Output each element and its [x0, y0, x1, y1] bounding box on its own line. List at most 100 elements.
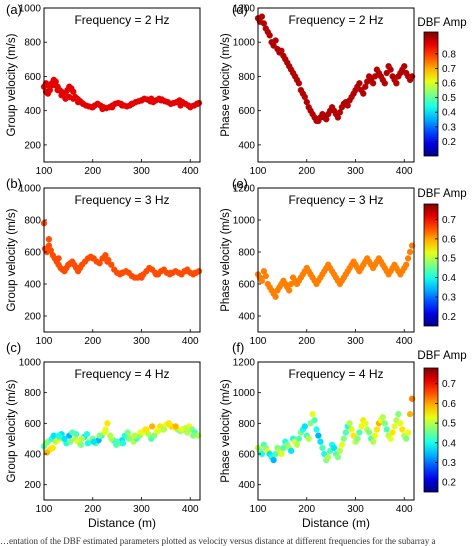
- colorbar-tick-label: 0.7: [442, 215, 456, 226]
- colorbar-tick-label: 0.5: [442, 254, 456, 265]
- data-point: [369, 80, 377, 87]
- colorbar-tick-label: 0.4: [442, 273, 456, 284]
- x-tick-label: 400: [396, 504, 413, 515]
- data-point: [287, 447, 295, 455]
- data-point: [325, 453, 332, 461]
- data-point: [119, 440, 127, 447]
- y-tick-label: 200: [24, 312, 41, 323]
- data-point: [369, 438, 377, 445]
- data-point: [74, 264, 82, 272]
- y-ticks: 200 400 600 800 1000: [19, 4, 47, 151]
- x-ticks: 100 200 300 400: [36, 329, 199, 347]
- x-tick-label: 300: [347, 166, 364, 177]
- colorbar-label: DBF Amp: [417, 188, 466, 200]
- data-point: [194, 100, 201, 107]
- y-tick-label: 600: [238, 106, 255, 117]
- data-point: [403, 435, 410, 442]
- data-point: [395, 410, 402, 418]
- data-point: [61, 435, 68, 442]
- x-tick-label: 100: [36, 166, 53, 177]
- data-point: [317, 438, 324, 445]
- y-tick-label: 600: [24, 72, 41, 83]
- chart-title: Frequency = 2 Hz: [74, 13, 169, 27]
- panel-e: (e) Frequency = 3 Hz 100 200 300 400 400 600 800…: [220, 176, 416, 347]
- x-tick-label: 300: [133, 166, 150, 177]
- panel-label: (e): [232, 176, 248, 191]
- data-point: [348, 426, 355, 433]
- data-point: [305, 435, 312, 442]
- y-tick-label: 1000: [233, 216, 256, 227]
- colorbar-label: DBF Amp: [417, 17, 466, 29]
- y-ticks: 400 600 800 1000 1200: [233, 358, 261, 491]
- data-point: [178, 426, 185, 433]
- colorbar-strip: [423, 203, 439, 327]
- x-ticks: 100 200 300 400: [36, 159, 199, 177]
- x-ticks: 100 200 300 400: [250, 497, 413, 515]
- y-axis-label: Group velocity (m/s): [6, 33, 18, 136]
- panel-b: (b) Frequency = 3 Hz 100 200 300 400 200 400 600…: [6, 176, 203, 347]
- data-point: [99, 105, 106, 113]
- axes-frame: [43, 187, 201, 333]
- data-point: [311, 417, 318, 424]
- data-point: [55, 255, 62, 262]
- colorbar-strip: [423, 31, 439, 157]
- data-point: [406, 410, 414, 418]
- data-point: [118, 269, 126, 276]
- data-point: [272, 293, 279, 300]
- y-tick-label: 1200: [233, 184, 256, 195]
- data-point: [148, 95, 155, 102]
- y-tick-label: 800: [238, 419, 255, 430]
- data-point: [338, 441, 346, 448]
- data-point: [102, 426, 109, 433]
- x-tick-label: 200: [84, 504, 101, 515]
- y-tick-label: 1000: [233, 388, 256, 399]
- panel-d: (d) Frequency = 2 Hz 100 200 300 400 400 600 800…: [220, 2, 416, 177]
- scatter-points: [254, 242, 416, 300]
- data-point: [293, 441, 301, 448]
- x-tick-label: 400: [182, 504, 199, 515]
- y-axis-label: Phase velocity (m/s): [220, 379, 232, 483]
- data-point: [83, 430, 91, 438]
- x-tick-label: 300: [347, 504, 364, 515]
- y-axis-label: Phase velocity (m/s): [220, 33, 232, 137]
- data-point: [89, 255, 96, 262]
- data-point: [365, 429, 373, 436]
- data-point: [270, 456, 277, 464]
- data-point: [403, 261, 410, 268]
- y-axis-label: Phase velocity (m/s): [220, 208, 232, 312]
- data-point: [295, 80, 303, 87]
- x-tick-label: 400: [396, 166, 413, 177]
- chart-title: Frequency = 4 Hz: [74, 367, 169, 381]
- y-tick-label: 800: [238, 72, 255, 83]
- panel-label: (f): [232, 340, 244, 355]
- data-point: [315, 432, 322, 439]
- y-tick-label: 600: [238, 280, 255, 291]
- data-point: [258, 277, 266, 284]
- data-point: [191, 269, 199, 276]
- y-tick-label: 1200: [233, 358, 256, 369]
- y-tick-label: 1000: [19, 4, 42, 15]
- x-tick-label: 100: [36, 504, 53, 515]
- data-point: [102, 252, 109, 259]
- y-tick-label: 1200: [233, 4, 256, 15]
- data-point: [151, 432, 158, 439]
- data-point: [166, 421, 173, 429]
- data-point: [319, 444, 326, 452]
- y-tick-label: 400: [238, 480, 255, 491]
- data-point: [54, 86, 61, 94]
- data-point: [272, 37, 279, 44]
- data-point: [286, 287, 293, 294]
- data-point: [266, 32, 273, 39]
- y-tick-label: 800: [238, 248, 255, 259]
- colorbar-tick-label: 0.6: [442, 234, 456, 245]
- data-point: [313, 426, 320, 433]
- data-point: [152, 271, 160, 278]
- data-point: [104, 258, 111, 265]
- panel-label: (d): [232, 2, 248, 17]
- data-point: [342, 429, 349, 436]
- panel-a: (a) Frequency = 2 Hz 100 200 300 400 200 400 600…: [6, 2, 203, 177]
- data-point: [138, 274, 145, 281]
- y-tick-label: 800: [24, 388, 41, 399]
- y-axis-label: Group velocity (m/s): [6, 379, 18, 482]
- colorbar-tick-label: 0.8: [442, 49, 456, 60]
